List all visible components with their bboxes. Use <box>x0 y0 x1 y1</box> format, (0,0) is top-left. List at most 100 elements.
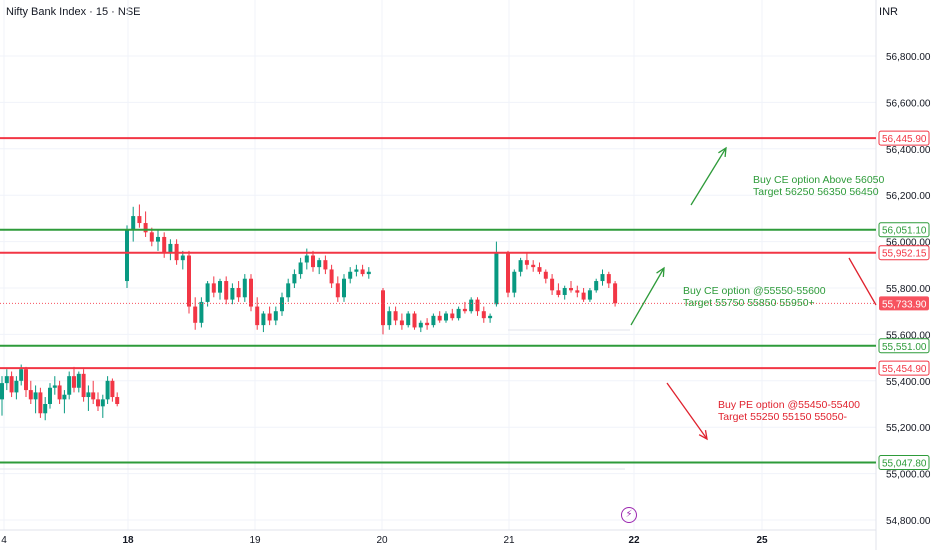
level-label: 55,047.80 <box>882 459 927 470</box>
candle-body <box>180 255 185 261</box>
arrow-head <box>718 146 727 158</box>
candle-body <box>156 236 160 242</box>
candle-body <box>67 376 72 395</box>
candle-body <box>317 260 322 268</box>
candle-body <box>348 271 353 279</box>
arrow-head <box>656 266 665 278</box>
x-tick-label: 4 <box>1 535 7 546</box>
candle-body <box>267 313 272 321</box>
candle-body <box>360 269 365 275</box>
candle-body <box>444 313 448 321</box>
annotation-arrow <box>848 257 877 306</box>
x-tick-label: 25 <box>756 535 768 546</box>
candle-body <box>72 376 76 388</box>
level-label-box <box>878 222 930 238</box>
y-tick-label: 56,200.00 <box>886 191 931 202</box>
candle-body <box>76 373 81 388</box>
candle-body <box>581 292 586 300</box>
annotation-text: Target 55750 55850 55950+ <box>683 297 815 309</box>
y-tick-label: 56,600.00 <box>886 98 931 109</box>
x-tick-label: 18 <box>122 535 134 546</box>
x-tick-label: 22 <box>628 535 640 546</box>
x-tick-label: 21 <box>503 535 515 546</box>
candle-body <box>280 297 284 312</box>
candle-body <box>600 274 605 282</box>
y-tick-label: 55,800.00 <box>886 284 931 295</box>
candle-body <box>273 311 278 321</box>
y-tick-label: 54,800.00 <box>886 516 931 527</box>
candle-body <box>57 385 62 400</box>
candle-body <box>506 253 510 293</box>
level-label-box <box>878 455 930 471</box>
candle-body <box>323 260 328 270</box>
candle-body <box>205 283 210 302</box>
bolt-icon[interactable]: ⚡ <box>621 507 637 523</box>
last-price-label: 55,733.90 <box>882 299 927 310</box>
candle-body <box>366 271 371 275</box>
level-label: 55,454.90 <box>882 364 927 375</box>
level-label: 55,551.00 <box>882 342 927 353</box>
level-label-box <box>878 130 930 146</box>
candle-body <box>125 230 129 282</box>
candle-body <box>550 278 555 291</box>
y-tick-label: 56,000.00 <box>886 238 931 249</box>
y-tick-label: 56,800.00 <box>886 52 931 63</box>
candle-body <box>0 383 4 400</box>
candle-body <box>86 392 91 398</box>
candle-body <box>418 322 423 328</box>
candle-body <box>311 255 315 268</box>
candle-body <box>575 290 580 293</box>
candle-body <box>91 392 96 400</box>
candle-body <box>14 380 19 393</box>
candle-body <box>475 299 480 312</box>
candle-body <box>456 308 461 319</box>
candle-body <box>48 387 52 404</box>
candle-body <box>187 255 191 307</box>
candle-body <box>168 243 173 254</box>
candle-body <box>255 306 260 326</box>
x-tick-label: 19 <box>249 535 261 546</box>
candle-body <box>450 313 455 319</box>
candle-body <box>304 255 309 263</box>
candle-body <box>81 373 86 398</box>
annotation-text: Buy CE option @55550-55600 <box>683 285 826 297</box>
last-price-box <box>879 296 929 311</box>
candle-body <box>236 288 241 298</box>
candle-body <box>431 315 436 326</box>
candle-body <box>105 380 110 400</box>
candle-body <box>110 380 115 398</box>
candle-body <box>9 376 14 393</box>
candle-body <box>137 216 142 224</box>
y-tick-label: 56,400.00 <box>886 145 931 156</box>
annotation-arrow <box>666 382 708 440</box>
level-label-box <box>878 360 930 376</box>
candle-body <box>393 311 398 321</box>
candle-body <box>96 399 100 407</box>
candle-body <box>24 369 28 391</box>
candle-body <box>286 283 291 298</box>
candle-body <box>298 262 303 275</box>
candle-body <box>462 308 467 312</box>
candle-body <box>28 390 33 400</box>
candle-body <box>38 392 43 414</box>
candle-body <box>518 260 523 272</box>
annotation-text: Buy PE option @55450-55400 <box>718 399 860 411</box>
level-label: 56,445.90 <box>882 134 927 145</box>
y-tick-label: 55,400.00 <box>886 377 931 388</box>
candle-body <box>594 281 599 291</box>
y-tick-label: 55,000.00 <box>886 470 931 481</box>
candle-body <box>33 392 38 400</box>
candle-body <box>218 281 222 293</box>
level-label: 56,051.10 <box>882 226 927 237</box>
candle-body <box>4 376 9 384</box>
candle-body <box>587 290 592 300</box>
candle-body <box>224 281 229 300</box>
candle-body <box>354 269 359 272</box>
annotation-text: Target 55250 55150 55050- <box>718 411 848 423</box>
level-label-box <box>878 338 930 354</box>
candle-body <box>100 399 105 407</box>
candle-body <box>381 290 385 326</box>
candle-body <box>562 288 567 295</box>
candle-body <box>115 397 120 404</box>
